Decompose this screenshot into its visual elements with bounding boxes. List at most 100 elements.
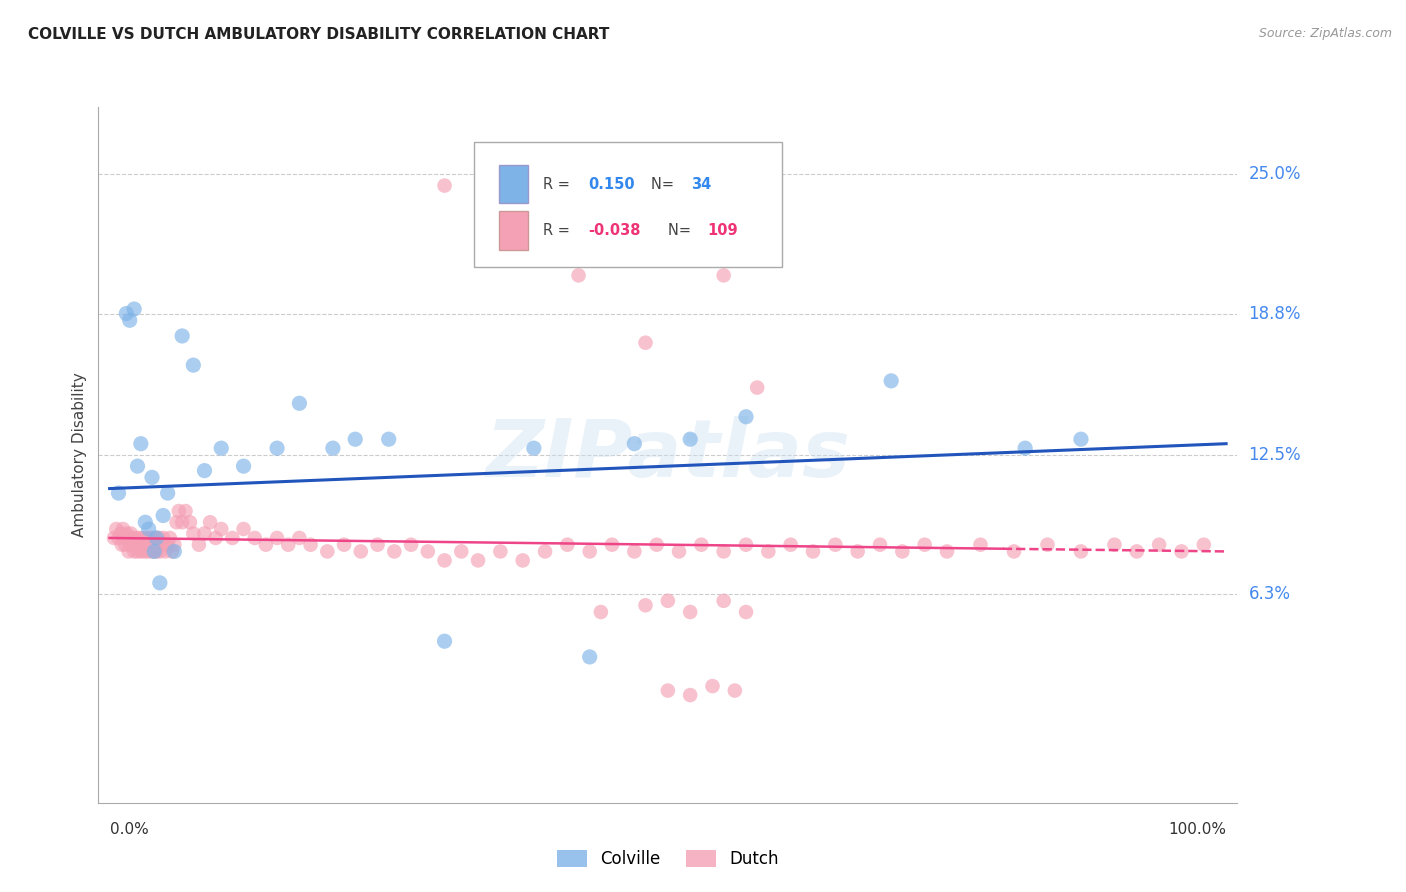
Dutch [657,683,679,698]
Dutch [489,544,512,558]
Dutch [110,526,132,541]
Colville [377,432,399,446]
Colville [1014,441,1036,455]
Colville [143,544,166,558]
Colville [209,441,232,455]
Colville [107,486,129,500]
Colville [152,508,174,523]
Dutch [156,538,179,552]
Dutch [204,531,226,545]
Dutch [557,538,579,552]
Colville [156,486,179,500]
Text: 34: 34 [690,177,711,192]
Dutch [824,538,846,552]
Dutch [266,531,288,545]
Colville [623,436,645,450]
Dutch [679,688,702,702]
Colville [578,649,600,664]
Dutch [145,531,167,545]
Dutch [277,538,299,552]
Dutch [399,538,422,552]
Dutch [333,538,356,552]
Colville [523,441,546,455]
Dutch [724,683,747,698]
Dutch [243,531,266,545]
Dutch [149,538,172,552]
Dutch [869,538,891,552]
Colville [141,470,163,484]
Dutch [125,538,148,552]
Dutch [713,268,735,283]
Colville [880,374,903,388]
Dutch [134,544,156,558]
Colville [1070,432,1092,446]
Dutch [679,605,702,619]
Colville [172,329,194,343]
Dutch [702,679,724,693]
Dutch [623,544,645,558]
Bar [499,165,527,203]
Colville [122,301,145,316]
Dutch [118,538,141,552]
Dutch [801,544,824,558]
Text: 109: 109 [707,223,738,238]
Dutch [103,531,125,545]
Text: 100.0%: 100.0% [1168,822,1226,838]
Dutch [187,538,209,552]
Dutch [139,544,162,558]
FancyBboxPatch shape [474,142,782,267]
Colville [134,515,156,529]
Dutch [115,526,138,541]
Dutch [111,538,134,552]
Dutch [107,531,129,545]
Dutch [167,504,190,518]
Dutch [891,544,914,558]
Colville [266,441,288,455]
Text: 0.0%: 0.0% [110,822,149,838]
Dutch [1070,544,1092,558]
Dutch [121,531,143,545]
Dutch [128,531,150,545]
Dutch [132,538,155,552]
Dutch [634,599,657,613]
Dutch [149,544,172,558]
Dutch [163,538,186,552]
Dutch [131,531,153,545]
Dutch [600,538,623,552]
Dutch [129,544,152,558]
Dutch [534,544,557,558]
Dutch [117,544,139,558]
Dutch [668,544,690,558]
Dutch [159,531,181,545]
Colville [232,459,254,474]
Dutch [134,531,156,545]
Dutch [155,544,177,558]
Dutch [232,522,254,536]
Colville [344,432,367,446]
Dutch [936,544,959,558]
Colville [127,459,149,474]
Dutch [127,544,149,558]
Dutch [350,544,373,558]
Dutch [433,553,456,567]
Colville [288,396,311,410]
Colville [115,306,138,320]
Text: COLVILLE VS DUTCH AMBULATORY DISABILITY CORRELATION CHART: COLVILLE VS DUTCH AMBULATORY DISABILITY … [28,27,609,42]
Dutch [567,268,589,283]
Dutch [122,538,145,552]
Colville [118,313,141,327]
Bar [499,211,527,250]
Dutch [416,544,439,558]
Text: 0.150: 0.150 [588,177,634,192]
Text: ZIPatlas: ZIPatlas [485,416,851,494]
Dutch [139,538,162,552]
Dutch [209,522,232,536]
Dutch [690,538,713,552]
Text: Source: ZipAtlas.com: Source: ZipAtlas.com [1258,27,1392,40]
Dutch [117,531,139,545]
Text: 12.5%: 12.5% [1249,446,1301,464]
Dutch [135,538,157,552]
Dutch [450,544,472,558]
Dutch [1002,544,1025,558]
Y-axis label: Ambulatory Disability: Ambulatory Disability [72,373,87,537]
